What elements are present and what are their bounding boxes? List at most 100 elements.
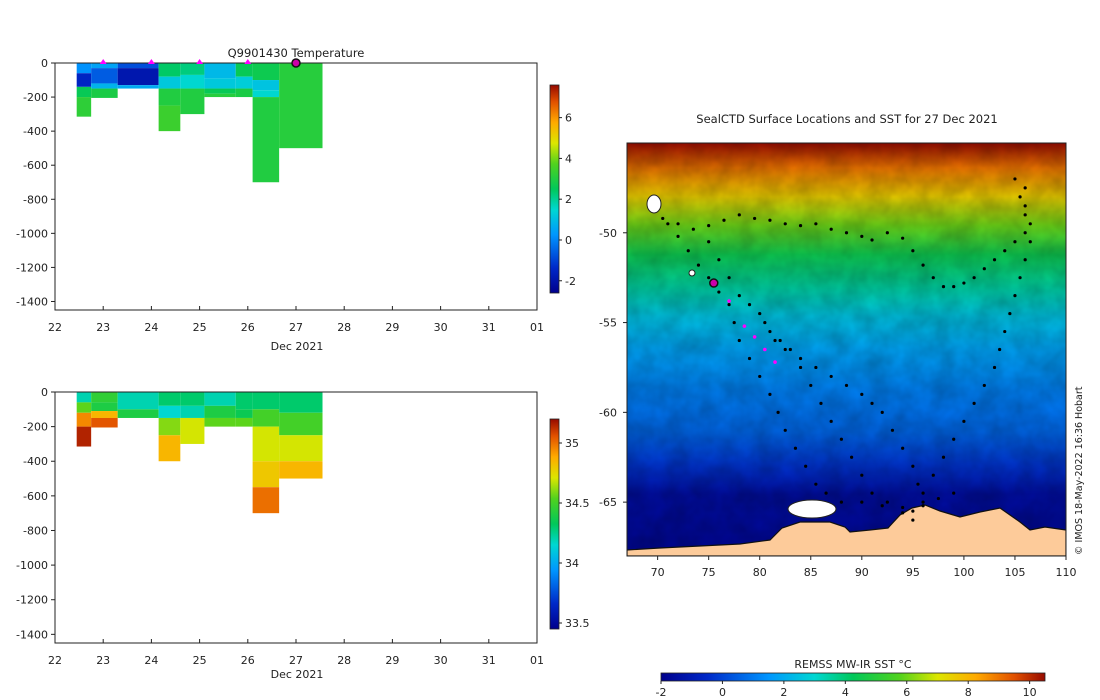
temperature-cell — [158, 63, 181, 77]
salinity-cell — [158, 392, 181, 406]
salinity-x-label: Dec 2021 — [271, 668, 324, 681]
temperature-y-tick-label: -1400 — [16, 295, 48, 308]
track-point — [952, 437, 956, 441]
track-point — [707, 224, 711, 228]
track-point — [696, 263, 701, 267]
salinity-x-tick-label: 31 — [482, 654, 496, 667]
temperature-y-tick-label: -600 — [23, 159, 48, 172]
salinity-y-tick-label: -1000 — [16, 559, 48, 572]
track-point — [814, 482, 818, 486]
temperature-cell — [252, 80, 280, 91]
track-point — [737, 294, 741, 298]
track-point — [814, 365, 818, 370]
track-point — [911, 518, 915, 522]
track-point — [921, 491, 925, 495]
track-point — [747, 356, 752, 361]
salinity-y-tick-label: 0 — [41, 386, 48, 399]
map-x-tick-label: 100 — [953, 566, 974, 579]
temperature-cell — [204, 78, 236, 89]
temperature-cell — [252, 97, 280, 183]
track-point — [941, 455, 946, 459]
track-point — [707, 276, 711, 280]
temperature-x-tick-label: 31 — [482, 321, 496, 334]
ice-shelf — [787, 499, 837, 519]
temperature-cell — [158, 105, 181, 132]
salinity-cell — [279, 461, 323, 479]
track-point — [844, 231, 849, 235]
temperature-cell — [91, 68, 118, 84]
temperature-y-tick-label: -800 — [23, 193, 48, 206]
track-point — [962, 281, 966, 285]
current-position-marker — [709, 278, 719, 288]
track-point — [936, 496, 940, 501]
temperature-y-tick-label: 0 — [41, 57, 48, 70]
track-point — [707, 240, 711, 244]
track-point — [1018, 276, 1022, 280]
salinity-cell — [252, 392, 280, 410]
track-point — [901, 505, 905, 510]
track-point — [676, 222, 680, 226]
track-point — [870, 491, 874, 495]
antarctic-land — [627, 504, 1066, 556]
map-x-tick-label: 105 — [1004, 566, 1025, 579]
track-point — [747, 303, 752, 307]
temperature-cell — [76, 63, 92, 74]
temperature-cell — [180, 74, 205, 89]
track-point — [829, 419, 833, 423]
track-point — [829, 374, 833, 379]
track-point — [768, 392, 772, 396]
map-y-tick-label: -60 — [599, 406, 617, 419]
track-point — [783, 222, 787, 226]
track-point — [911, 249, 915, 253]
salinity-x-tick-label: 01 — [530, 654, 544, 667]
temperature-x-tick-label: 24 — [144, 321, 158, 334]
track-point — [776, 410, 780, 414]
temperature-colorbar-tick-label: 2 — [565, 193, 572, 206]
salinity-y-tick-label: -1400 — [16, 628, 48, 641]
track-point — [860, 473, 864, 477]
salinity-cell — [279, 392, 323, 413]
track-point — [793, 446, 798, 450]
track-point — [753, 216, 757, 221]
track-point — [972, 276, 976, 280]
sst-colorbar-tick-label: -2 — [656, 686, 667, 699]
track-point — [870, 238, 874, 242]
track-point — [972, 401, 976, 405]
map-x-tick-label: 90 — [855, 566, 869, 579]
salinity-y-tick-label: -600 — [23, 490, 48, 503]
temperature-y-tick-label: -1200 — [16, 261, 48, 274]
track-point — [824, 491, 828, 495]
salinity-colorbar-ticks: 35 34.5 34 33.5 — [559, 437, 590, 630]
track-point — [890, 428, 895, 432]
temperature-cell — [252, 63, 280, 81]
map-colorbar-label: REMSS MW-IR SST °C — [794, 658, 912, 671]
temperature-data-layer — [76, 63, 323, 183]
temperature-cell — [204, 93, 236, 98]
temperature-cell — [117, 68, 159, 86]
track-point — [885, 500, 889, 504]
temperature-y-tick-label: -400 — [23, 125, 48, 138]
track-point — [814, 222, 818, 226]
temperature-colorbar-ticks: 6 4 2 0 -2 — [559, 112, 576, 288]
track-point — [783, 347, 787, 352]
track-point — [885, 231, 889, 235]
salinity-x-tick-label: 29 — [385, 654, 399, 667]
temperature-cell — [252, 90, 280, 98]
track-point — [819, 401, 823, 405]
salinity-data-layer — [76, 392, 323, 514]
temperature-chart-title: Q9901430 Temperature — [228, 46, 365, 60]
temperature-x-tick-label: 25 — [193, 321, 207, 334]
salinity-cell — [117, 392, 159, 410]
track-point — [962, 419, 966, 423]
temperature-colorbar — [549, 84, 560, 294]
track-point — [768, 329, 772, 334]
track-point — [952, 285, 956, 289]
track-point — [732, 320, 736, 325]
temperature-section-chart: Q9901430 Temperature 0 -200 -400 -600 -800 -1… — [16, 46, 576, 353]
temperature-x-tick-label: 27 — [289, 321, 303, 334]
track-point — [870, 401, 874, 405]
salinity-cell — [76, 412, 92, 427]
temperature-cell — [180, 88, 205, 115]
track-point — [809, 383, 813, 388]
track-point — [921, 263, 925, 267]
